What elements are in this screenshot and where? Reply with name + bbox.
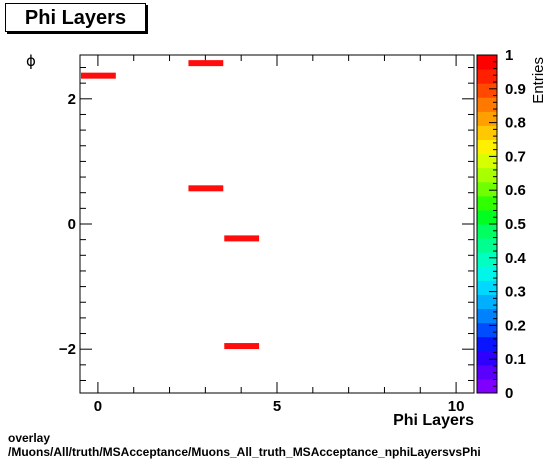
y-axis-label: ϕ — [26, 52, 36, 70]
footer-line-1: overlay — [8, 431, 51, 445]
plot-frame — [79, 54, 475, 394]
footer-caption: overlay /Muons/All/truth/MSAcceptance/Mu… — [8, 431, 481, 459]
palette-swatch — [477, 153, 497, 169]
palette-swatch — [477, 139, 497, 155]
heatmap-bin — [188, 185, 224, 192]
y-tick-label: 0 — [68, 216, 76, 233]
palette-swatch — [477, 294, 497, 309]
z-axis: 0 0.1 0.2 0.3 0.4 0.5 0.6 0.7 0.8 0.9 1 — [489, 47, 527, 402]
z-tick-label: 0.1 — [505, 351, 526, 368]
palette-swatch — [477, 238, 497, 253]
z-tick-label: 0.2 — [505, 317, 526, 334]
palette-swatch — [477, 125, 497, 140]
color-palette — [476, 54, 498, 394]
y-tick-label: 2 — [68, 91, 76, 108]
palette-swatch — [477, 209, 497, 225]
z-tick-label: 0.5 — [505, 216, 526, 233]
palette-swatch — [477, 308, 497, 324]
z-tick-label: 0.3 — [505, 284, 526, 301]
palette-swatch — [477, 69, 497, 84]
z-tick-label: 0.9 — [505, 81, 526, 98]
palette-swatch — [477, 322, 497, 338]
palette-swatch — [477, 55, 497, 70]
x-tick-label: 10 — [448, 398, 465, 415]
palette-swatch — [477, 280, 497, 295]
x-axis-label: Phi Layers — [393, 412, 474, 429]
x-tick-label: 0 — [94, 398, 102, 415]
z-tick-label: 1 — [505, 47, 513, 64]
chart-title: Phi Layers — [24, 7, 127, 29]
palette-swatch — [477, 224, 497, 239]
z-tick-label: 0 — [505, 385, 513, 402]
heatmap-bins — [81, 60, 260, 350]
x-axis: 0 5 10 — [94, 55, 465, 415]
palette-swatch — [477, 97, 497, 112]
palette-swatch — [477, 111, 497, 126]
palette-swatch — [477, 266, 497, 281]
palette-swatch — [477, 350, 497, 366]
footer-line-2: /Muons/All/truth/MSAcceptance/Muons_All_… — [8, 445, 481, 459]
z-tick-label: 0.7 — [505, 148, 526, 165]
x-tick-label: 5 — [273, 398, 281, 415]
palette-swatch — [477, 181, 497, 197]
heatmap-bin — [81, 72, 116, 79]
y-axis: −2 0 2 — [59, 67, 474, 381]
z-tick-label: 0.6 — [505, 182, 526, 199]
palette-swatch — [477, 364, 497, 380]
palette-swatch — [477, 378, 497, 394]
palette-swatch — [477, 83, 497, 98]
z-tick-label: 0.8 — [505, 115, 526, 132]
z-axis-label: Entries — [530, 57, 546, 104]
heatmap-bin — [224, 235, 260, 242]
palette-swatch — [477, 195, 497, 211]
palette-swatch — [477, 167, 497, 183]
palette-swatch — [477, 336, 497, 352]
title-box: Phi Layers — [5, 3, 146, 32]
z-tick-label: 0.4 — [505, 250, 527, 267]
heatmap-bin — [188, 60, 224, 67]
heatmap-bin — [224, 343, 260, 350]
palette-swatch — [477, 252, 497, 267]
y-tick-label: −2 — [59, 341, 76, 358]
